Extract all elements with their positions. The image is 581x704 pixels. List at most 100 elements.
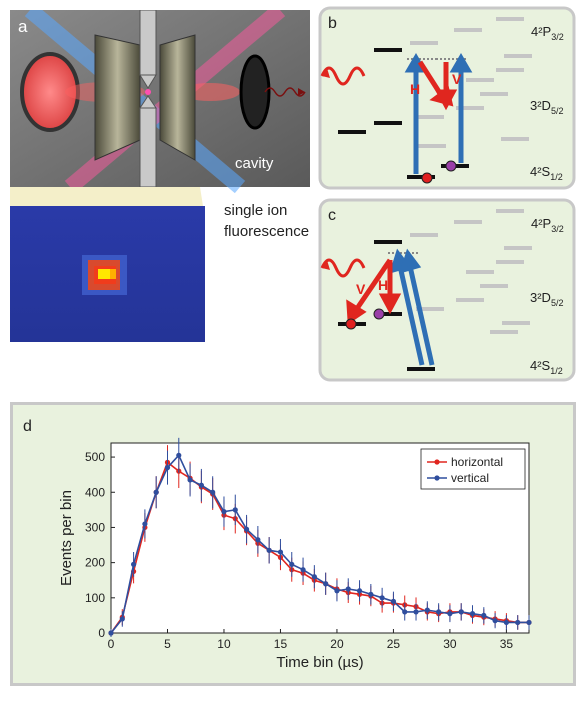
y-tick-label: 200 (85, 556, 105, 570)
V-label: V (356, 281, 366, 297)
ion-red (345, 318, 357, 330)
panel-d: d 0 5 10 15 20 25 30 35 0 100 200 300 400 500 horizont… (10, 402, 576, 686)
data-point-vertical (390, 598, 397, 604)
data-point-vertical (277, 549, 284, 555)
data-point-vertical (198, 482, 204, 488)
data-point-vertical (526, 619, 532, 626)
panel-b-label: b (328, 15, 337, 32)
y-axis-label: Events per bin (58, 490, 75, 586)
data-point-vertical (515, 619, 521, 626)
panel-a-illustration: a cavity (10, 3, 310, 342)
level-D-label: 3²D5/2 (530, 98, 563, 116)
panel-c: c V H 4²P3/2 3²D5/2 4²S1/2 (318, 198, 576, 382)
data-point-vertical (481, 612, 487, 619)
left-mirror (20, 52, 80, 132)
H-label: H (410, 81, 420, 97)
x-tick-label: 35 (500, 637, 514, 651)
data-point-vertical (187, 477, 193, 483)
right-mirror (239, 54, 271, 130)
level-P-label: 4²P3/2 (531, 24, 564, 42)
y-tick-label: 400 (85, 485, 105, 499)
needle-bottom (139, 107, 157, 188)
V-label: V (452, 71, 462, 87)
data-point-vertical (300, 567, 306, 573)
data-point-vertical (458, 609, 464, 615)
ion-fluorescence-spot (82, 255, 127, 295)
zeeman-sublevels (410, 17, 532, 148)
x-tick-label: 10 (217, 637, 231, 651)
data-point-vertical (424, 607, 430, 613)
drive-arrows (389, 248, 435, 366)
photon-wave-icon (320, 258, 366, 278)
legend-label-vertical: vertical (451, 471, 489, 485)
trap-electrode-right (159, 34, 196, 161)
y-tick-label: 0 (98, 626, 105, 640)
emission-arrows (346, 258, 402, 325)
panel-c-label: c (328, 207, 336, 224)
fluorescence-caption: single ion fluorescence (224, 200, 309, 242)
data-point-vertical (323, 581, 329, 587)
y-tick-label: 500 (85, 450, 105, 464)
data-point-vertical (176, 452, 182, 458)
data-point-vertical (345, 586, 351, 592)
level-P-label: 4²P3/2 (531, 216, 564, 234)
emission-arrows (417, 60, 458, 111)
data-point-vertical (436, 609, 442, 615)
panel-b-level-diagram: b H V (318, 6, 576, 190)
data-point-vertical (164, 465, 171, 471)
trap-electrode-left (94, 34, 141, 161)
data-point-vertical (334, 588, 340, 594)
events-chart: d 0 5 10 15 20 25 30 35 0 100 200 300 400 500 horizont… (23, 418, 532, 671)
x-tick-label: 0 (108, 637, 115, 651)
data-point-vertical (255, 537, 261, 543)
data-point-vertical (311, 574, 317, 580)
cavity-label: cavity (235, 155, 274, 172)
data-point-vertical (266, 547, 272, 553)
ion (145, 89, 151, 95)
ion-purple (445, 160, 457, 172)
data-point-vertical (402, 609, 408, 615)
panel-d-label: d (23, 418, 32, 435)
data-point-vertical (130, 561, 137, 567)
data-point-vertical (119, 616, 125, 622)
projection-wedge (10, 187, 203, 206)
y-tick-label: 300 (85, 520, 105, 534)
data-point-vertical (368, 591, 374, 597)
fluorescence-caption-line1: single ion (224, 202, 288, 219)
data-point-vertical (356, 588, 363, 594)
output-photon (264, 87, 306, 97)
level-S-label: 4²S1/2 (530, 358, 563, 376)
fluorescence-caption-line2: fluorescence (224, 223, 310, 240)
data-point-vertical (108, 630, 114, 636)
legend-marker (434, 475, 440, 481)
needle-top (139, 9, 157, 76)
data-point-vertical (289, 561, 295, 567)
H-label: H (378, 277, 388, 293)
data-point-vertical (447, 611, 453, 617)
x-tick-label: 20 (330, 637, 344, 651)
legend-label-horizontal: horizontal (451, 455, 503, 469)
data-point-vertical (232, 507, 238, 513)
ion-red (421, 172, 433, 184)
x-axis-label: Time bin (µs) (276, 654, 363, 671)
data-point-vertical (503, 619, 510, 626)
data-point-vertical (492, 618, 498, 624)
panel-a-label: a (18, 17, 28, 36)
x-tick-label: 30 (443, 637, 457, 651)
data-point-vertical (210, 489, 216, 495)
data-point-vertical (243, 526, 250, 532)
data-point-vertical (469, 611, 476, 617)
x-tick-label: 15 (274, 637, 288, 651)
panel-a: a cavity single ion fluorescence (10, 3, 310, 342)
data-point-vertical (221, 509, 227, 515)
photon-wave-icon (320, 66, 366, 86)
legend (420, 448, 526, 490)
drive-arrows (404, 53, 473, 174)
panel-c-level-diagram: c V H 4²P3/2 3²D5/2 4²S1/2 (318, 198, 576, 382)
data-point-vertical (379, 595, 385, 601)
x-tick-label: 5 (164, 637, 171, 651)
data-point-vertical (413, 609, 419, 615)
data-point-vertical (153, 489, 159, 495)
x-tick-label: 25 (387, 637, 401, 651)
ion-purple (373, 308, 385, 320)
